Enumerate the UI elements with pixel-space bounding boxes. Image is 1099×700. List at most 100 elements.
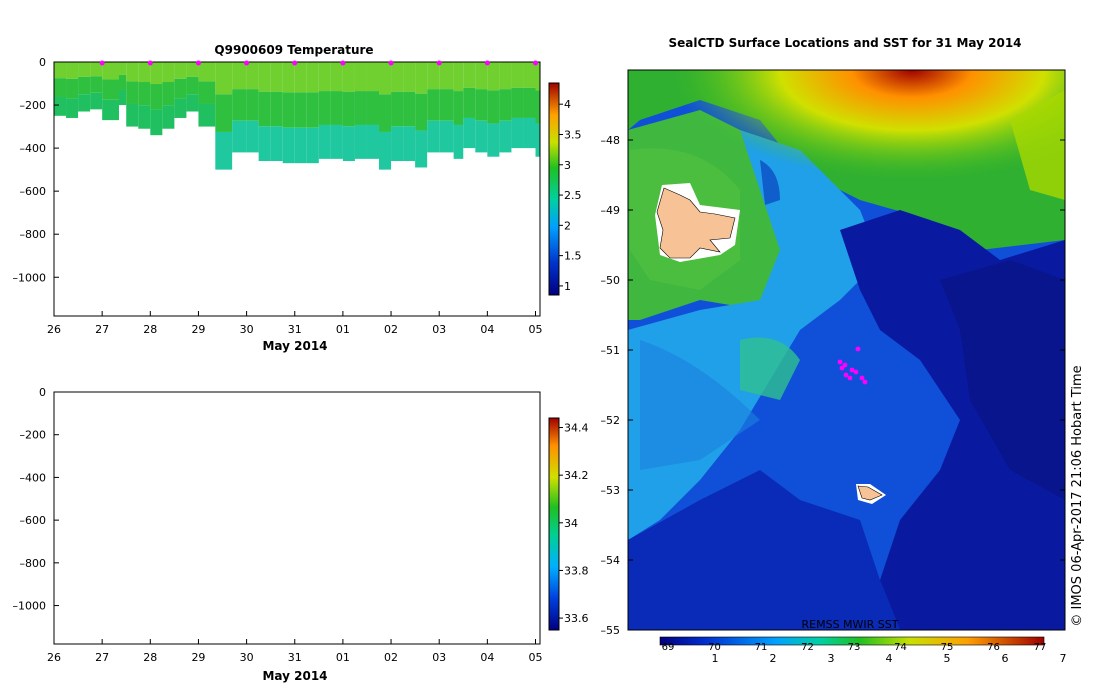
temperature-cell — [258, 62, 271, 92]
latitude-axis: –48 –49 –50 –51 –52 –53 –54 –55 — [601, 134, 1065, 637]
temperature-colorbar-ticks: 4 3.5 3 2.5 2 1.5 1 — [559, 98, 582, 293]
temperature-profile-31 — [439, 62, 454, 153]
temperature-cell — [138, 62, 151, 83]
sst-c-label-0: 1 — [712, 652, 719, 665]
salinity-xtick-label-1: 27 — [95, 651, 109, 664]
temperature-profile-18 — [282, 62, 295, 164]
salinity-cb-label-4: 33.6 — [564, 612, 589, 625]
temperature-cell — [354, 62, 367, 92]
temperature-profile-9 — [162, 62, 175, 129]
sst-f-label-8: 77 — [1034, 642, 1047, 653]
salinity-ytick-label-1: –200 — [20, 429, 47, 442]
temperature-profile-36 — [499, 62, 512, 153]
seal-location-4 — [847, 375, 853, 381]
temperature-cell — [487, 62, 500, 91]
temperature-ytick-label-2: –400 — [20, 142, 47, 155]
temperature-profile-12 — [198, 62, 216, 127]
salinity-panel: 0 –200 –400 –600 –800 –1000 26 27 28 29 30 31 01 02 0… — [13, 386, 589, 683]
temperature-cell — [511, 62, 524, 88]
salinity-xtick-label-5: 31 — [288, 651, 302, 664]
seal-location-1 — [837, 359, 843, 365]
temperature-profile-10 — [174, 62, 187, 118]
temperature-cell — [403, 126, 416, 162]
salinity-cb-label-2: 34 — [564, 517, 578, 530]
sst-f-label-3: 72 — [801, 642, 814, 653]
temperature-cell — [119, 89, 127, 106]
temperature-cell — [330, 62, 343, 92]
temperature-xtick-label-6: 01 — [336, 323, 350, 336]
temperature-cell — [186, 62, 199, 77]
temperature-ytick-label-4: –800 — [20, 228, 47, 241]
temperature-xtick-label-10: 05 — [529, 323, 543, 336]
temperature-cell — [499, 89, 512, 121]
temperature-cell — [258, 126, 271, 162]
lat-label-4: –52 — [601, 414, 621, 427]
temperature-cell — [215, 94, 233, 132]
temperature-profile-30 — [427, 62, 440, 153]
salinity-ytick-label-5: –1000 — [13, 600, 47, 613]
temperature-cell — [439, 120, 454, 153]
profile-marker-4 — [292, 60, 298, 66]
temperature-cell — [102, 79, 120, 100]
temperature-cell — [54, 62, 67, 79]
temperature-cell — [282, 62, 295, 93]
temperature-cell — [215, 62, 233, 95]
temperature-cell — [90, 76, 103, 93]
temperature-cell — [354, 91, 367, 125]
source-label: REMSS MWIR SST — [802, 618, 899, 631]
temperature-cell — [342, 62, 355, 92]
temperature-cell — [126, 103, 139, 127]
temperature-cell — [90, 62, 103, 77]
salinity-xtick-label-2: 28 — [143, 651, 157, 664]
temperature-cb-label-1: 3.5 — [564, 128, 582, 141]
sst-colorbar-ticks: 69 70 71 72 73 74 75 76 77 1 2 3 4 5 6 7 — [662, 642, 1067, 665]
temperature-cell — [174, 62, 187, 79]
profile-marker-0 — [99, 60, 105, 66]
temperature-profile-39 — [535, 62, 540, 157]
temperature-profile-32 — [453, 62, 464, 159]
seal-location-5 — [853, 369, 859, 375]
salinity-xtick-label-9: 04 — [480, 651, 494, 664]
salinity-y-axis: 0 –200 –400 –600 –800 –1000 — [13, 386, 59, 613]
temperature-cell — [453, 62, 464, 92]
temperature-cell — [78, 62, 91, 77]
temperature-profile-27 — [391, 62, 404, 162]
salinity-xtick-label-10: 05 — [529, 651, 543, 664]
mcdonald-island — [857, 485, 883, 501]
temperature-cell — [246, 62, 259, 90]
salinity-xtick-label-0: 26 — [47, 651, 61, 664]
temperature-cb-label-3: 2.5 — [564, 189, 582, 202]
temperature-cb-label-6: 1 — [564, 280, 571, 293]
sst-c-label-6: 7 — [1060, 652, 1067, 665]
salinity-cb-label-3: 33.8 — [564, 564, 589, 577]
seal-location-0 — [855, 346, 861, 352]
temperature-cell — [102, 62, 120, 80]
temperature-cell — [198, 62, 216, 82]
lat-label-3: –51 — [601, 344, 621, 357]
temperature-profile-11 — [186, 62, 199, 112]
temperature-profile-37 — [511, 62, 524, 149]
salinity-ytick-label-3: –600 — [20, 514, 47, 527]
lat-label-2: –50 — [601, 274, 621, 287]
temperature-cell — [342, 126, 355, 162]
temperature-cell — [150, 83, 163, 110]
temperature-profile-17 — [270, 62, 283, 162]
temperature-cell — [391, 91, 404, 127]
profile-marker-5 — [340, 60, 346, 66]
temperature-cell — [415, 130, 428, 168]
sst-f-label-5: 74 — [894, 642, 907, 653]
temperature-cell — [246, 120, 259, 153]
temperature-cell — [439, 62, 454, 90]
temperature-profile-0 — [54, 62, 67, 116]
temperature-cell — [463, 87, 476, 118]
temperature-ytick-label-0: 0 — [39, 56, 46, 69]
temperature-cell — [475, 120, 488, 153]
profile-marker-9 — [533, 60, 538, 66]
temperature-cell — [453, 91, 464, 125]
temperature-cell — [294, 62, 307, 93]
temperature-profile-1 — [66, 62, 79, 118]
temperature-cell — [487, 123, 500, 157]
temperature-panel: Q9900609 Temperature 0 –200 –400 –600 –800 –1… — [13, 43, 582, 353]
temperature-cell — [535, 123, 540, 157]
temperature-x-axis: 26 27 28 29 30 31 01 02 03 04 05 — [47, 311, 543, 336]
